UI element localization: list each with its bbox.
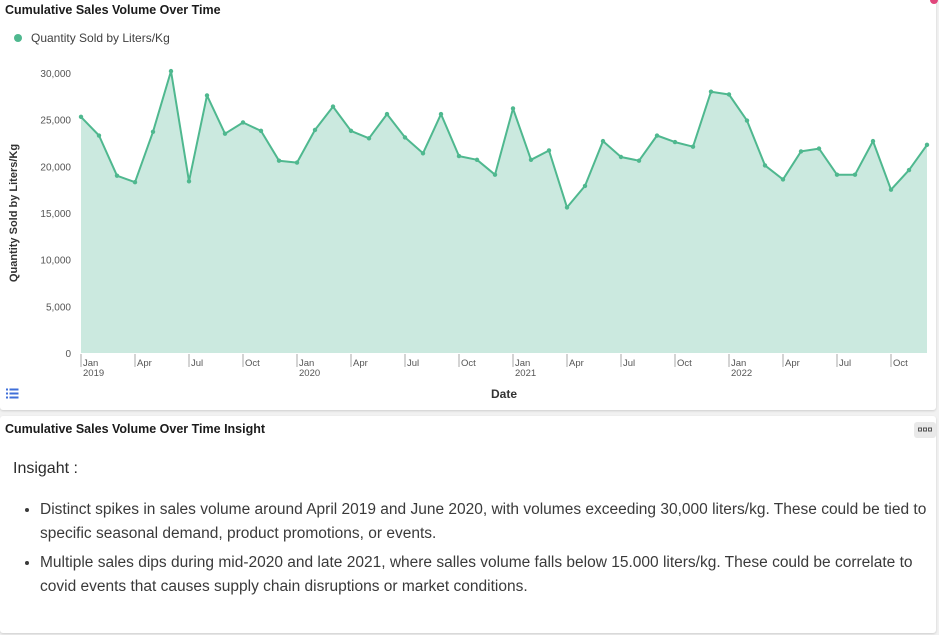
area-chart: 0 5,000 10,000 15,000 20,000 25,000 30,000 Jan… bbox=[8, 68, 930, 401]
data-point[interactable] bbox=[690, 144, 696, 149]
x-tick-label: Oct bbox=[677, 358, 692, 369]
data-points bbox=[78, 68, 930, 210]
data-point[interactable] bbox=[636, 158, 642, 163]
x-tick-label: Oct bbox=[245, 358, 260, 369]
data-point[interactable] bbox=[492, 172, 498, 177]
y-tick-label: 10,000 bbox=[40, 256, 71, 267]
x-tick-label: Apr bbox=[353, 358, 368, 369]
data-point[interactable] bbox=[762, 163, 768, 168]
x-tick-label: Jan bbox=[731, 358, 746, 369]
x-axis-title: Date bbox=[491, 387, 517, 401]
more-options-icon bbox=[918, 427, 932, 432]
y-tick-label: 5,000 bbox=[46, 302, 71, 313]
data-point[interactable] bbox=[186, 179, 192, 184]
data-point[interactable] bbox=[294, 160, 300, 165]
data-point[interactable] bbox=[564, 205, 570, 210]
more-options-button[interactable] bbox=[914, 422, 936, 438]
x-tick-label: Jan bbox=[515, 358, 530, 369]
x-tick-year-label: 2021 bbox=[515, 368, 536, 379]
x-tick-label: Apr bbox=[569, 358, 584, 369]
y-tick-label: 0 bbox=[65, 349, 71, 360]
data-point[interactable] bbox=[780, 177, 786, 182]
data-point[interactable] bbox=[654, 133, 660, 138]
data-point[interactable] bbox=[906, 167, 912, 173]
x-tick-label: Jul bbox=[407, 358, 419, 369]
data-point[interactable] bbox=[708, 89, 714, 94]
x-tick-label: Jul bbox=[623, 358, 635, 369]
insight-title: Cumulative Sales Volume Over Time Insigh… bbox=[5, 422, 266, 436]
series-line bbox=[80, 70, 928, 209]
x-tick-year-label: 2019 bbox=[83, 368, 104, 379]
x-tick-label: Jul bbox=[839, 358, 851, 369]
data-point[interactable] bbox=[618, 154, 624, 160]
x-tick-label: Jul bbox=[191, 358, 203, 369]
data-point[interactable] bbox=[546, 148, 552, 153]
data-point[interactable] bbox=[852, 172, 858, 177]
y-tick-label: 20,000 bbox=[40, 162, 71, 173]
legend-swatch bbox=[14, 34, 22, 42]
data-point[interactable] bbox=[258, 128, 264, 134]
data-point[interactable] bbox=[168, 68, 174, 74]
x-tick-year-label: 2022 bbox=[731, 368, 752, 379]
insight-bullet: Multiple sales dips during mid-2020 and … bbox=[40, 551, 935, 599]
data-point[interactable] bbox=[330, 104, 336, 109]
data-point[interactable] bbox=[888, 187, 894, 192]
data-point[interactable] bbox=[456, 153, 462, 159]
data-point[interactable] bbox=[510, 106, 516, 111]
insight-heading: Insigaht : bbox=[13, 460, 78, 477]
data-point[interactable] bbox=[798, 149, 804, 154]
legend-toggle-button[interactable] bbox=[3, 384, 21, 402]
data-point[interactable] bbox=[204, 93, 210, 98]
x-tick-year-label: 2020 bbox=[299, 368, 320, 379]
data-point[interactable] bbox=[222, 131, 228, 136]
data-point[interactable] bbox=[672, 139, 678, 145]
data-point[interactable] bbox=[78, 114, 84, 120]
data-point[interactable] bbox=[240, 120, 246, 125]
x-tick-label: Jan bbox=[83, 358, 98, 369]
x-tick-label: Oct bbox=[893, 358, 908, 369]
x-tick-label: Oct bbox=[461, 358, 476, 369]
insight-bullet: Distinct spikes in sales volume around A… bbox=[40, 498, 935, 546]
x-tick-label: Apr bbox=[785, 358, 800, 369]
data-point[interactable] bbox=[150, 129, 156, 134]
x-tick-label: Apr bbox=[137, 358, 152, 369]
chart-panel: Cumulative Sales Volume Over Time Quanti… bbox=[0, 0, 938, 410]
data-point[interactable] bbox=[600, 138, 606, 144]
data-point[interactable] bbox=[438, 111, 444, 117]
data-point[interactable] bbox=[744, 118, 750, 123]
data-point[interactable] bbox=[924, 142, 930, 148]
data-point[interactable] bbox=[834, 172, 840, 177]
chart-title: Cumulative Sales Volume Over Time bbox=[5, 3, 221, 17]
data-point[interactable] bbox=[348, 128, 354, 134]
data-point[interactable] bbox=[816, 146, 822, 151]
y-axis-title: Quantity Sold by Liters/Kg bbox=[8, 144, 20, 282]
series-area-fill bbox=[81, 71, 927, 353]
data-point[interactable] bbox=[366, 136, 372, 141]
data-point[interactable] bbox=[582, 183, 588, 189]
data-point[interactable] bbox=[420, 151, 426, 156]
notification-dot bbox=[930, 0, 938, 4]
data-point[interactable] bbox=[114, 173, 120, 178]
y-tick-label: 25,000 bbox=[40, 116, 71, 127]
chart-legend[interactable]: Quantity Sold by Liters/Kg bbox=[14, 31, 170, 45]
y-tick-label: 30,000 bbox=[40, 69, 71, 80]
data-point[interactable] bbox=[276, 158, 282, 163]
x-tick-label: Jan bbox=[299, 358, 314, 369]
data-point[interactable] bbox=[402, 135, 408, 140]
data-point[interactable] bbox=[96, 133, 102, 138]
data-point[interactable] bbox=[312, 127, 318, 133]
data-point[interactable] bbox=[726, 92, 732, 97]
legend-label: Quantity Sold by Liters/Kg bbox=[31, 31, 170, 45]
insight-panel: Cumulative Sales Volume Over Time Insigh… bbox=[0, 416, 936, 633]
insight-list: Distinct spikes in sales volume around A… bbox=[20, 498, 935, 604]
data-point[interactable] bbox=[384, 111, 390, 117]
data-point[interactable] bbox=[474, 157, 480, 162]
data-point[interactable] bbox=[528, 157, 534, 162]
y-axis: 0 5,000 10,000 15,000 20,000 25,000 30,000 bbox=[40, 69, 71, 360]
data-point[interactable] bbox=[132, 180, 138, 185]
data-point[interactable] bbox=[870, 138, 876, 144]
y-tick-label: 15,000 bbox=[40, 209, 71, 220]
list-icon bbox=[5, 388, 18, 398]
